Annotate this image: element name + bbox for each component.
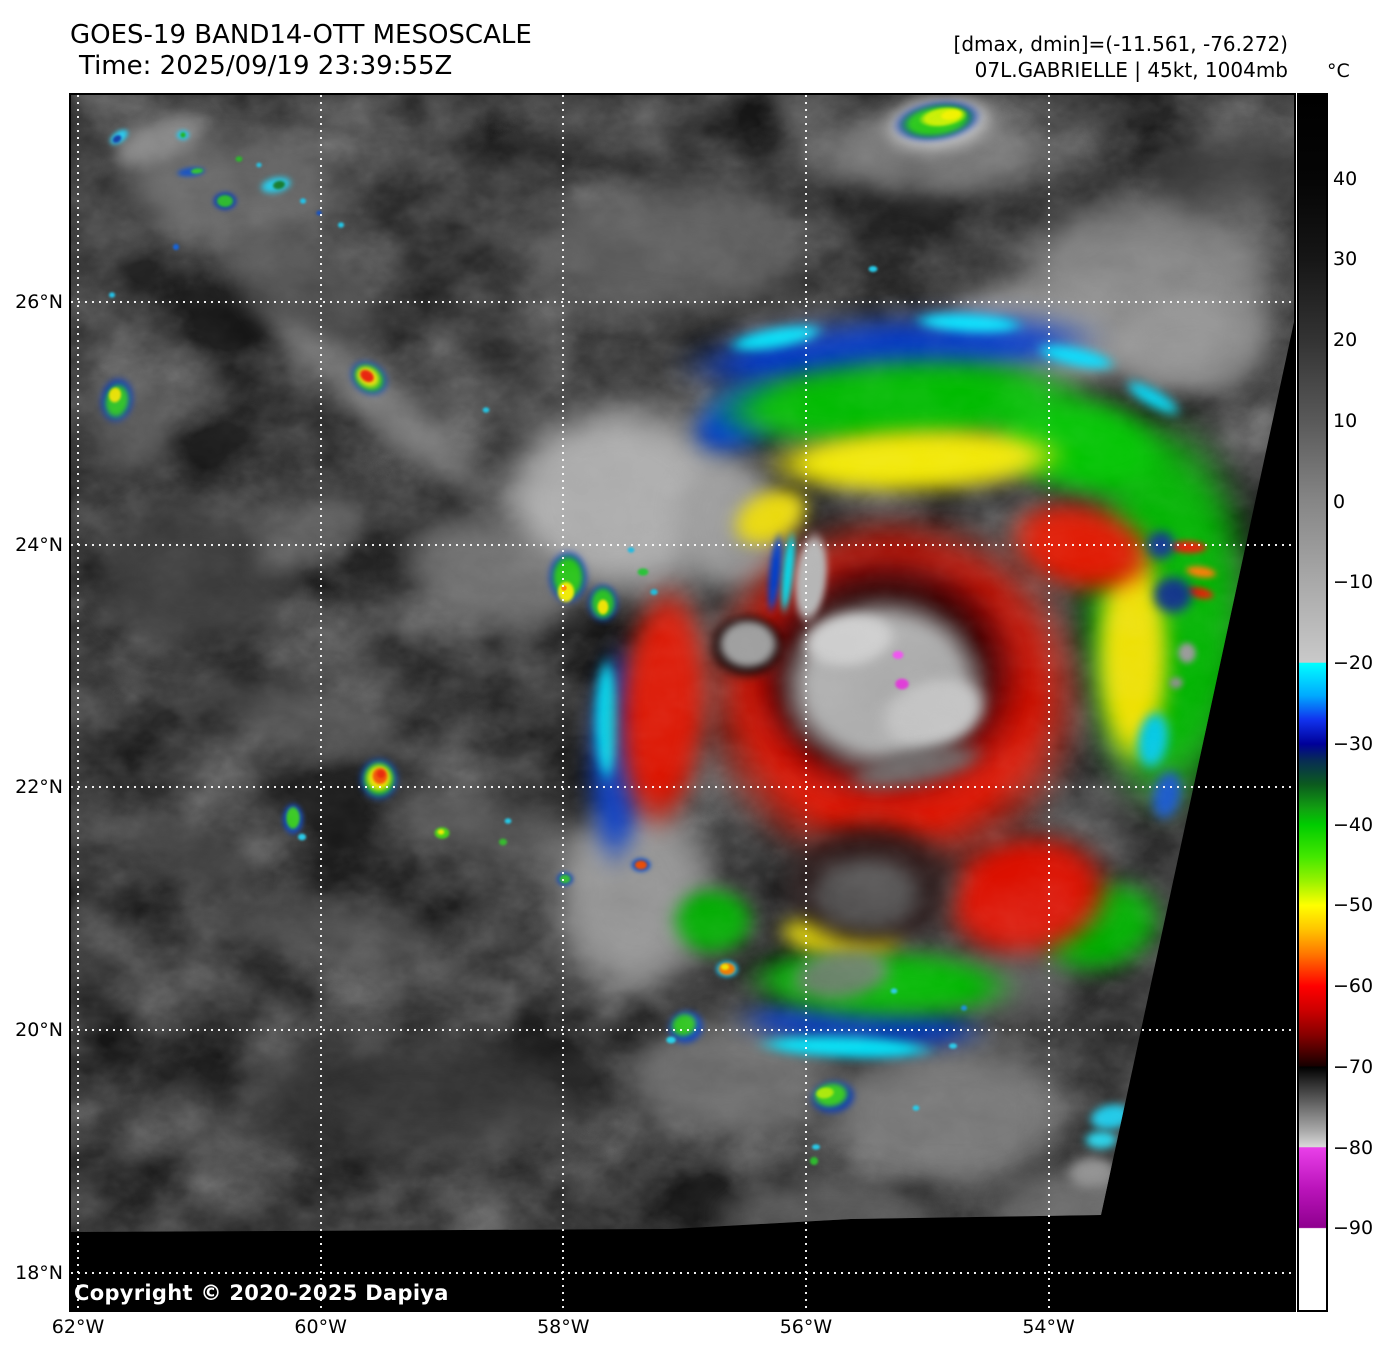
copyright-label: Copyright © 2020-2025 Dapiya bbox=[74, 1281, 449, 1305]
timestamp-label: Time: 2025/09/19 23:39:55Z bbox=[79, 51, 453, 81]
longitude-gridline bbox=[562, 95, 565, 1310]
colorbar-tick-label: −70 bbox=[1333, 1055, 1374, 1078]
colorbar-tick-label: −20 bbox=[1333, 652, 1374, 675]
colorbar-tick-label: 10 bbox=[1333, 409, 1358, 432]
satellite-map-plot: Copyright © 2020-2025 Dapiya bbox=[69, 93, 1296, 1312]
colorbar-tick-label: −30 bbox=[1333, 732, 1374, 755]
lat-tick-label: 20°N bbox=[15, 1019, 63, 1042]
colorbar-tick-label: −60 bbox=[1333, 975, 1374, 998]
latitude-gridline bbox=[71, 300, 1294, 303]
page-title: GOES-19 BAND14-OTT MESOSCALE bbox=[70, 20, 532, 50]
colorbar-tick-label: −40 bbox=[1333, 813, 1374, 836]
colorbar-tick-label: −80 bbox=[1333, 1136, 1374, 1159]
satellite-image-swath bbox=[71, 95, 1294, 1232]
lon-tick-label: 62°W bbox=[51, 1316, 105, 1338]
colorbar-tick-label: −50 bbox=[1333, 894, 1374, 917]
temperature-colorbar bbox=[1297, 93, 1328, 1312]
storm-info-label: 07L.GABRIELLE | 45kt, 1004mb bbox=[974, 58, 1288, 83]
longitude-gridline bbox=[77, 95, 80, 1310]
lat-tick-label: 22°N bbox=[15, 776, 63, 799]
colorbar-tick-label: 30 bbox=[1333, 248, 1358, 271]
latitude-gridline bbox=[71, 1029, 1294, 1032]
colorbar-tick-label: 0 bbox=[1333, 490, 1346, 513]
lat-tick-label: 18°N bbox=[15, 1261, 63, 1284]
colorbar-tick-label: −10 bbox=[1333, 571, 1374, 594]
lat-tick-label: 26°N bbox=[15, 290, 63, 313]
lon-tick-label: 58°W bbox=[537, 1316, 590, 1338]
colorbar-tick-label: 40 bbox=[1333, 167, 1358, 190]
latitude-gridline bbox=[71, 543, 1294, 546]
colorbar-unit-label: °C bbox=[1327, 60, 1350, 82]
lon-tick-label: 54°W bbox=[1022, 1316, 1075, 1338]
lon-tick-label: 60°W bbox=[294, 1316, 347, 1338]
dmax-dmin-label: [dmax, dmin]=(-11.561, -76.272) bbox=[953, 32, 1288, 56]
colorbar-tick-label: 20 bbox=[1333, 329, 1358, 352]
longitude-gridline bbox=[804, 95, 807, 1310]
latitude-gridline bbox=[71, 1271, 1294, 1274]
longitude-gridline bbox=[1047, 95, 1050, 1310]
cloud-texture-overlay bbox=[71, 95, 1294, 1232]
latitude-gridline bbox=[71, 786, 1294, 789]
header-right-block: [dmax, dmin]=(-11.561, -76.272) 07L.GABR… bbox=[954, 31, 1288, 84]
colorbar-tick-label: −90 bbox=[1333, 1217, 1374, 1240]
lon-tick-label: 56°W bbox=[779, 1316, 833, 1338]
lat-tick-label: 24°N bbox=[15, 533, 63, 556]
longitude-gridline bbox=[319, 95, 322, 1310]
